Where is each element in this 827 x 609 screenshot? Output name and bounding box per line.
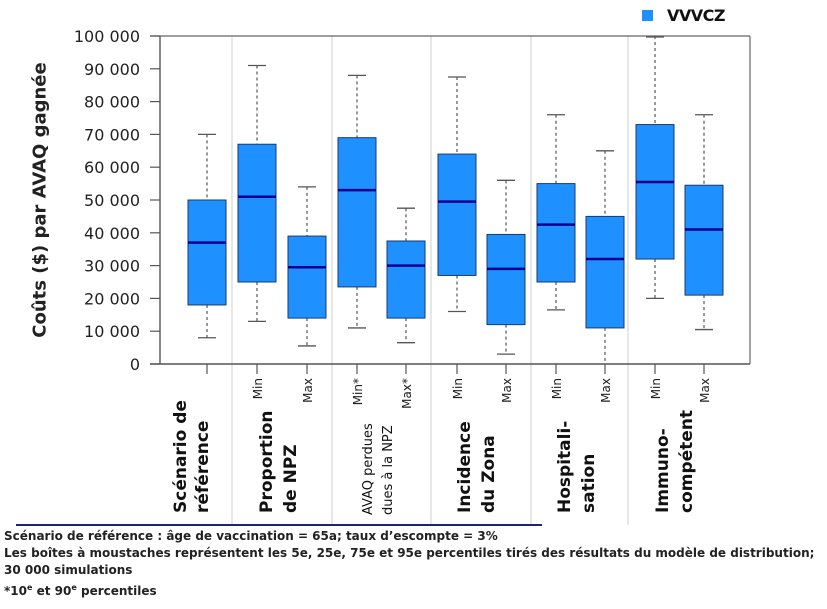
y-tick-label: 40 000 bbox=[84, 224, 140, 243]
x-sub-tick-label: Min bbox=[550, 378, 564, 399]
footnote-sup: e bbox=[26, 583, 33, 592]
x-sub-tick-label: Min bbox=[649, 378, 663, 399]
box bbox=[337, 137, 377, 288]
y-tick-label: 60 000 bbox=[84, 158, 140, 177]
group-label: Scénario de bbox=[171, 400, 191, 513]
footnote-simulations: 30 000 simulations bbox=[4, 563, 133, 577]
box bbox=[287, 235, 327, 319]
x-sub-tick-label: Max* bbox=[400, 378, 414, 409]
legend-label: VVVCZ bbox=[667, 6, 726, 25]
y-tick-label: 0 bbox=[130, 355, 140, 374]
footnote-box-description: Les boîtes à moustaches représentent les… bbox=[4, 546, 815, 560]
box bbox=[536, 183, 576, 283]
group-label: de NPZ bbox=[281, 444, 301, 513]
legend: VVVCZ bbox=[642, 6, 726, 25]
group-label: du Zona bbox=[479, 435, 499, 513]
y-tick-label: 90 000 bbox=[84, 60, 140, 79]
y-axis-label: Coûts ($) par AVAQ gagnée bbox=[29, 62, 51, 338]
y-tick-label: 80 000 bbox=[84, 93, 140, 112]
y-tick-label: 30 000 bbox=[84, 257, 140, 276]
group-label: dues à la NPZ bbox=[381, 425, 396, 515]
box bbox=[684, 184, 724, 296]
box bbox=[635, 124, 675, 260]
y-tick-label: 100 000 bbox=[74, 27, 140, 46]
group-label: Incidence bbox=[455, 421, 475, 513]
group-label: Hospitali- bbox=[555, 421, 575, 513]
group-label: AVAQ perdues bbox=[361, 423, 376, 515]
x-sub-tick-label: Max bbox=[301, 378, 315, 403]
footnote-reference-scenario: Scénario de référence : âge de vaccinati… bbox=[4, 529, 498, 543]
box bbox=[585, 215, 625, 329]
footnote-text: *10 bbox=[4, 584, 27, 598]
x-sub-tick-label: Min* bbox=[351, 378, 365, 405]
footnote-separator bbox=[16, 524, 542, 526]
group-label: Immuno- bbox=[653, 428, 673, 513]
y-tick-label: 70 000 bbox=[84, 125, 140, 144]
x-sub-tick-label: Max bbox=[500, 378, 514, 403]
x-sub-tick-label: Min bbox=[451, 378, 465, 399]
footnote-percentiles: *10e et 90e percentiles bbox=[4, 579, 814, 600]
footnotes: Scénario de référence : âge de vaccinati… bbox=[4, 528, 814, 600]
y-tick-label: 50 000 bbox=[84, 191, 140, 210]
box bbox=[486, 233, 526, 326]
legend-swatch bbox=[642, 10, 653, 21]
footnote-text: percentiles bbox=[76, 584, 157, 598]
box bbox=[386, 240, 426, 319]
footnote-sup: e bbox=[71, 583, 77, 592]
x-sub-tick-label: Max bbox=[698, 378, 712, 403]
x-sub-tick-label: Min bbox=[251, 378, 265, 399]
x-sub-tick-label: Max bbox=[599, 378, 613, 403]
group-label: compétent bbox=[677, 410, 697, 513]
box bbox=[437, 153, 477, 276]
group-label: sation bbox=[579, 454, 599, 513]
group-label: Proportion bbox=[257, 411, 277, 514]
group-label: référence bbox=[193, 421, 213, 513]
footnote-text: et 90 bbox=[32, 584, 72, 598]
box bbox=[237, 143, 277, 283]
box bbox=[187, 199, 227, 306]
y-tick-label: 10 000 bbox=[84, 322, 140, 341]
y-tick-label: 20 000 bbox=[84, 289, 140, 308]
